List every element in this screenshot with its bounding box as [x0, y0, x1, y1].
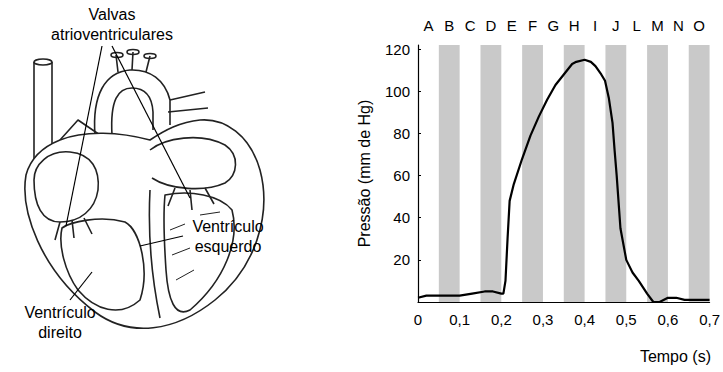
svg-text:100: 100: [385, 83, 410, 100]
svg-text:direito: direito: [38, 324, 82, 341]
svg-text:0,5: 0,5: [616, 311, 637, 328]
svg-text:G: G: [548, 17, 560, 34]
svg-text:I: I: [593, 17, 597, 34]
svg-text:20: 20: [393, 251, 410, 268]
svg-text:Tempo (s): Tempo (s): [640, 348, 711, 365]
svg-text:60: 60: [393, 167, 410, 184]
svg-text:J: J: [612, 17, 620, 34]
svg-text:0,3: 0,3: [533, 311, 554, 328]
svg-text:esquerdo: esquerdo: [195, 238, 262, 255]
svg-text:C: C: [465, 17, 476, 34]
svg-text:atrioventriculares: atrioventriculares: [51, 26, 173, 43]
svg-text:Ventrículo: Ventrículo: [24, 304, 95, 321]
svg-text:Valvas: Valvas: [89, 6, 136, 23]
svg-text:0,2: 0,2: [491, 311, 512, 328]
svg-text:M: M: [651, 17, 664, 34]
svg-text:Pressão (mm de Hg): Pressão (mm de Hg): [356, 100, 373, 248]
svg-text:Ventrículo: Ventrículo: [192, 218, 263, 235]
svg-text:0,6: 0,6: [657, 311, 678, 328]
svg-text:D: D: [485, 17, 496, 34]
svg-text:O: O: [693, 17, 705, 34]
svg-text:E: E: [507, 17, 517, 34]
svg-text:0,7: 0,7: [699, 311, 720, 328]
svg-text:A: A: [423, 17, 433, 34]
svg-text:B: B: [444, 17, 454, 34]
svg-text:F: F: [528, 17, 537, 34]
svg-text:120: 120: [385, 41, 410, 58]
svg-text:80: 80: [393, 125, 410, 142]
svg-text:0,4: 0,4: [574, 311, 595, 328]
svg-text:H: H: [569, 17, 580, 34]
svg-text:0: 0: [414, 311, 422, 328]
svg-text:N: N: [673, 17, 684, 34]
svg-text:40: 40: [393, 209, 410, 226]
svg-text:L: L: [633, 17, 641, 34]
svg-text:0,1: 0,1: [449, 311, 470, 328]
